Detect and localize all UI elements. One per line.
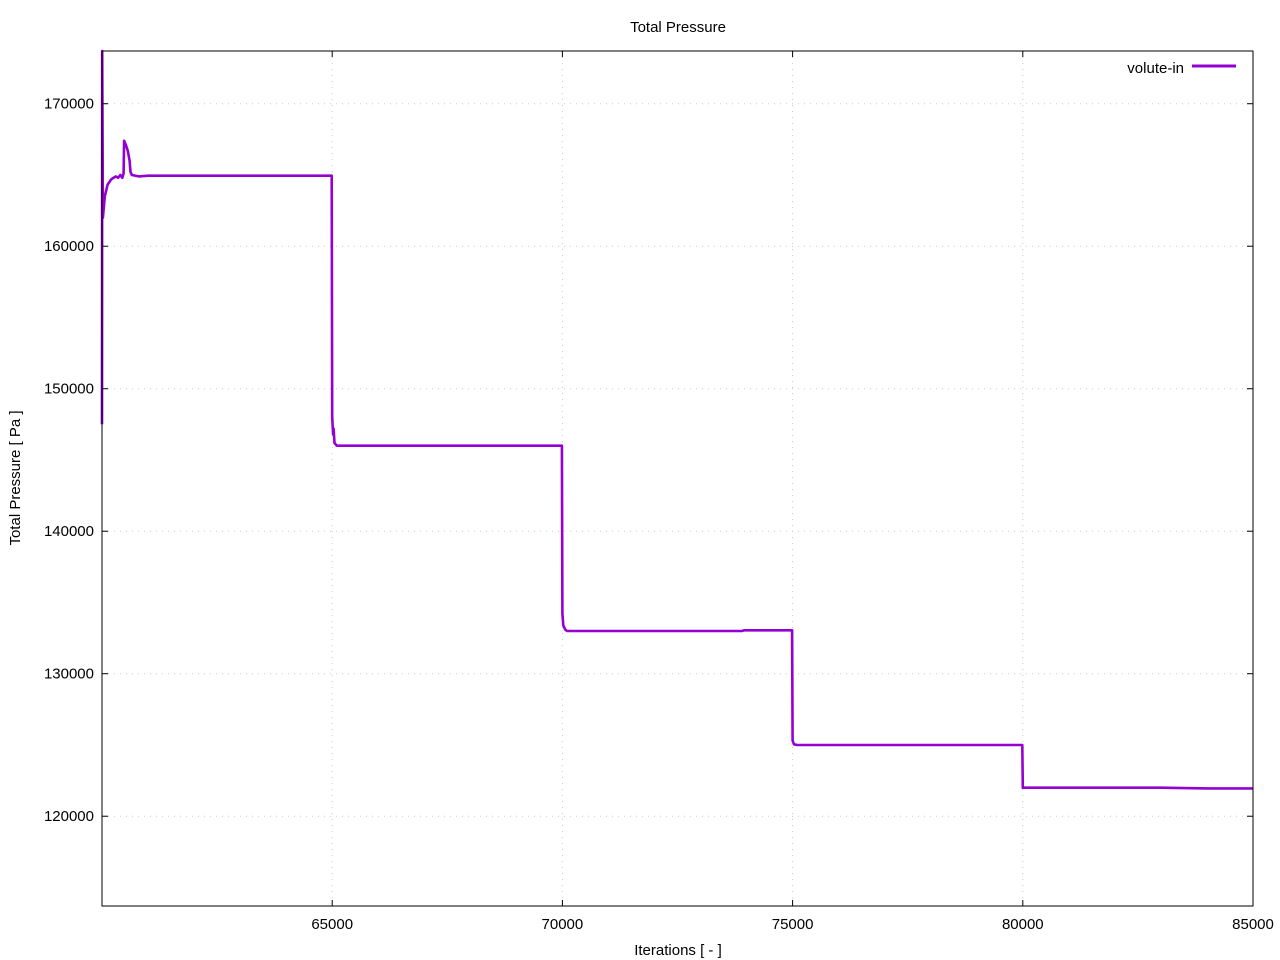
series-line-volute-in <box>100 49 1253 790</box>
y-tick-label: 140000 <box>44 523 94 540</box>
x-tick-label: 70000 <box>542 916 584 933</box>
x-tick-label: 75000 <box>772 916 814 933</box>
x-tick-label: 80000 <box>1002 916 1044 933</box>
y-tick-label: 120000 <box>44 808 94 825</box>
y-tick-label: 170000 <box>44 96 94 113</box>
y-axis-label: Total Pressure [ Pa ] <box>7 410 24 545</box>
chart-title: Total Pressure <box>630 19 726 36</box>
legend: volute-in <box>1127 60 1236 77</box>
x-axis-label: Iterations [ - ] <box>634 942 722 959</box>
legend-entry-label: volute-in <box>1127 60 1184 77</box>
y-tick-label: 130000 <box>44 666 94 683</box>
x-tick-label: 65000 <box>311 916 353 933</box>
ticks: 65000 70000 75000 80000 85000 120000 130000 140… <box>44 51 1274 933</box>
y-tick-label: 160000 <box>44 238 94 255</box>
series-layer <box>100 49 1253 790</box>
y-tick-label: 150000 <box>44 381 94 398</box>
plot-frame <box>101 50 1254 907</box>
grid-lines <box>102 51 1253 906</box>
x-tick-label: 85000 <box>1232 916 1274 933</box>
